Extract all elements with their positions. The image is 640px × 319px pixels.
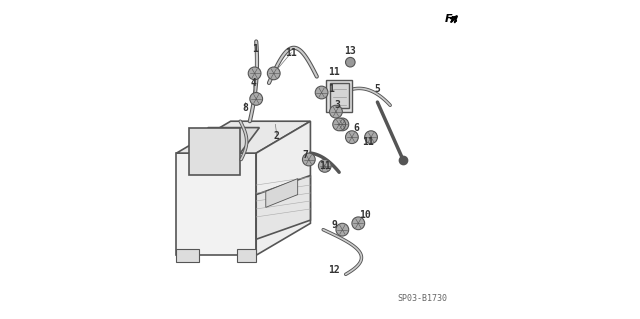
Text: Fr.: Fr. xyxy=(444,14,459,24)
Polygon shape xyxy=(330,83,349,108)
Circle shape xyxy=(352,217,365,230)
Text: 13: 13 xyxy=(344,46,356,56)
Text: 8: 8 xyxy=(242,103,248,114)
Circle shape xyxy=(316,86,328,99)
Circle shape xyxy=(330,105,342,118)
Text: 1: 1 xyxy=(328,84,334,94)
Circle shape xyxy=(319,160,331,172)
Circle shape xyxy=(303,153,316,166)
Polygon shape xyxy=(177,121,310,153)
Circle shape xyxy=(250,93,262,105)
Text: 9: 9 xyxy=(332,220,337,230)
Polygon shape xyxy=(266,179,298,207)
Circle shape xyxy=(365,131,378,144)
Text: 10: 10 xyxy=(359,210,371,220)
Polygon shape xyxy=(237,249,256,262)
Text: 11: 11 xyxy=(328,67,340,77)
Text: 11: 11 xyxy=(319,161,331,171)
Polygon shape xyxy=(177,249,199,262)
Text: SP03-B1730: SP03-B1730 xyxy=(397,294,447,303)
Text: 6: 6 xyxy=(354,122,360,133)
Text: 7: 7 xyxy=(303,150,308,160)
Text: 2: 2 xyxy=(274,130,280,141)
Polygon shape xyxy=(256,175,310,239)
Circle shape xyxy=(248,67,261,80)
Text: 1: 1 xyxy=(252,44,257,55)
Text: 3: 3 xyxy=(335,100,340,110)
Circle shape xyxy=(346,131,358,144)
Polygon shape xyxy=(177,153,256,255)
Text: 5: 5 xyxy=(374,84,380,94)
Polygon shape xyxy=(256,121,310,255)
Circle shape xyxy=(346,57,355,67)
Text: 4: 4 xyxy=(250,78,256,88)
Text: 11: 11 xyxy=(362,137,374,147)
Circle shape xyxy=(268,67,280,80)
Polygon shape xyxy=(189,128,240,175)
Circle shape xyxy=(336,118,349,131)
Circle shape xyxy=(336,223,349,236)
Polygon shape xyxy=(189,128,259,153)
Circle shape xyxy=(333,118,346,131)
Polygon shape xyxy=(326,80,352,112)
Text: 11: 11 xyxy=(285,48,297,58)
Text: 12: 12 xyxy=(328,264,340,275)
